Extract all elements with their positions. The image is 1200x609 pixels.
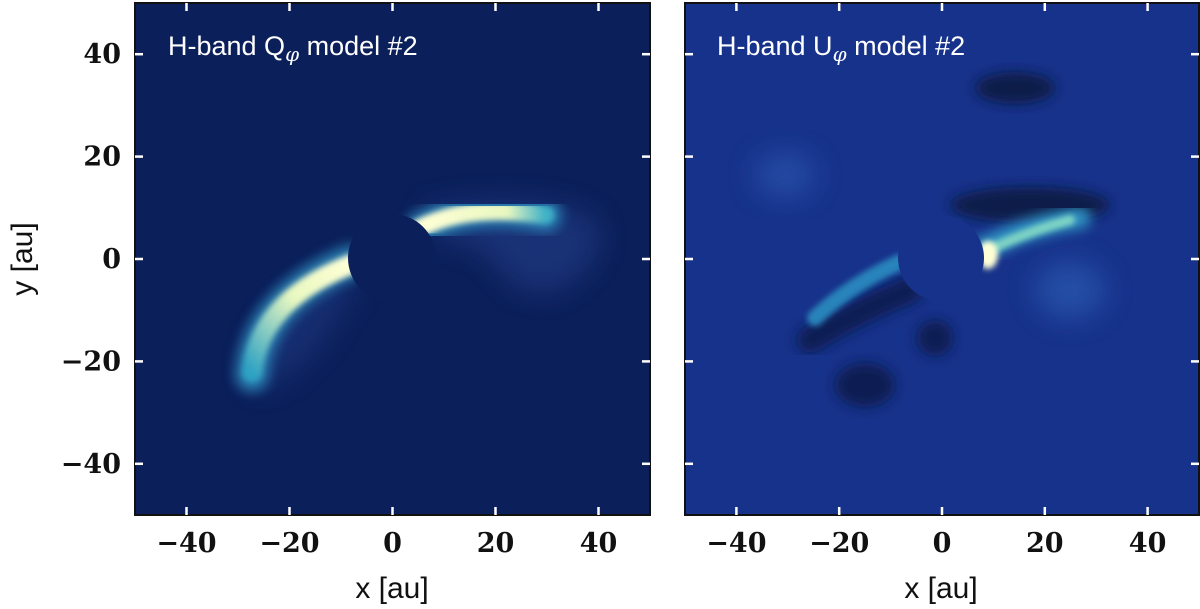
panel-u-phi-ticks: −40 −20 0 20 40: [685, 3, 1199, 559]
panel-q-phi-ticks: −40 −20 0 20 40 −40 −20 0 20 40: [61, 3, 650, 559]
x-tick-label: 20: [477, 528, 515, 559]
x-tick-label: −40: [156, 528, 216, 559]
y-tick-label: 40: [83, 39, 121, 70]
x-tick-label: 0: [933, 528, 952, 559]
disk-arc-left: [242, 254, 362, 382]
x-tick-label: −20: [809, 528, 869, 559]
panel-q-phi: −40 −20 0 20 40 −40 −20 0 20 40 H-band Qφ model #…: [61, 2, 651, 559]
dark-feature-top: [975, 72, 1055, 104]
faint-feature-left: [755, 153, 815, 197]
x-tick-label: 0: [383, 528, 402, 559]
coronagraph-mask: [898, 215, 984, 301]
y-tick-label: 0: [102, 244, 121, 275]
x-axis-label-right: x [au]: [904, 572, 977, 605]
scattered-halo-left: [248, 270, 360, 390]
coronagraph-mask: [348, 214, 436, 302]
dark-feature-lower: [835, 363, 895, 407]
dark-feature-left-arc: [797, 277, 923, 353]
y-axis-label: y [au]: [6, 222, 39, 295]
x-tick-label: 40: [1129, 528, 1167, 559]
x-tick-label: 40: [580, 528, 618, 559]
panel-q-phi-image: [235, 193, 600, 392]
y-tick-label: 20: [83, 142, 121, 173]
panel-u-phi-image: [755, 72, 1110, 407]
x-tick-label: 20: [1026, 528, 1064, 559]
y-tick-label: −20: [61, 346, 121, 377]
dark-feature-lower-center: [917, 320, 953, 356]
disk-arc-left: [807, 254, 908, 326]
x-axis-label-left: x [au]: [355, 572, 428, 605]
panel-u-phi-title: H-band Uφ model #2: [717, 31, 965, 66]
panel-u-phi: −40 −20 0 20 40 H-band Uφ model #2: [684, 2, 1200, 559]
x-tick-label: −20: [259, 528, 319, 559]
x-tick-label: −40: [706, 528, 766, 559]
faint-feature-right: [1035, 262, 1105, 318]
disk-arc-right: [411, 202, 554, 237]
panel-q-phi-title: H-band Qφ model #2: [168, 31, 418, 66]
y-tick-label: −40: [61, 449, 121, 480]
